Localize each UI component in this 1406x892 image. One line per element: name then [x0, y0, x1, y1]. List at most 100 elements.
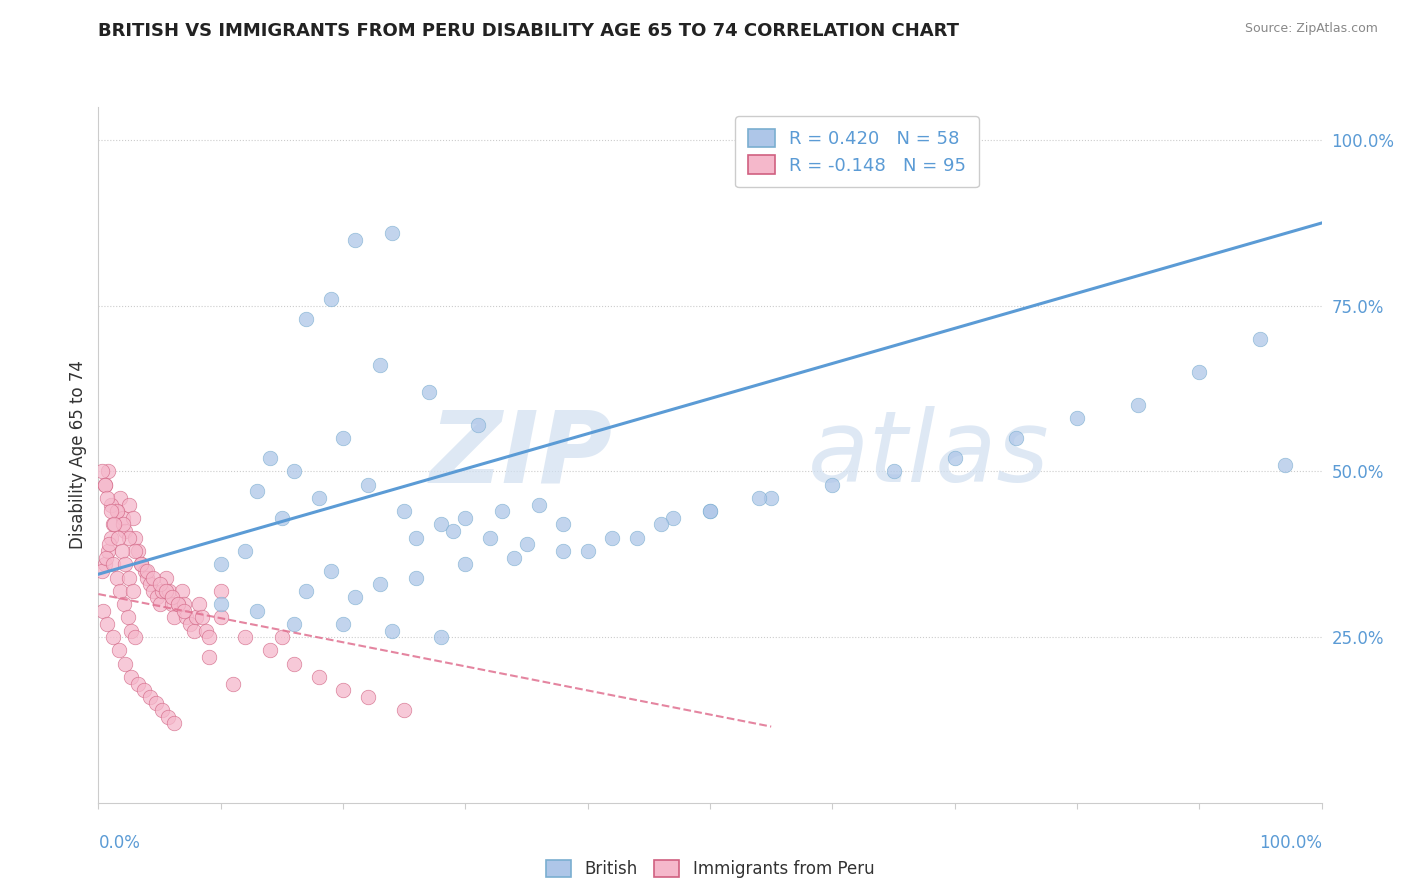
Point [344, 591, 367, 605]
Point [295, 583, 318, 598]
Point [155, 583, 177, 598]
Text: atlas: atlas [808, 407, 1049, 503]
Point [197, 630, 219, 644]
Legend: British, Immigrants from Peru: British, Immigrants from Peru [540, 854, 880, 885]
Point [308, 670, 330, 684]
Point [114, 657, 136, 671]
Point [105, 570, 128, 584]
Point [405, 531, 427, 545]
Point [270, 511, 294, 525]
Point [600, 531, 623, 545]
Point [246, 484, 269, 499]
Point [124, 630, 146, 644]
Text: 100.0%: 100.0% [1258, 834, 1322, 852]
Text: Source: ZipAtlas.com: Source: ZipAtlas.com [1244, 22, 1378, 36]
Point [418, 384, 440, 399]
Text: 0.0%: 0.0% [98, 834, 141, 852]
Point [114, 524, 136, 538]
Point [381, 624, 404, 638]
Point [150, 583, 173, 598]
Point [1128, 398, 1150, 412]
Point [118, 531, 141, 545]
Point [283, 616, 305, 631]
Point [454, 511, 477, 525]
Point [553, 517, 575, 532]
Point [1066, 411, 1088, 425]
Point [170, 583, 193, 598]
Point [332, 683, 354, 698]
Point [117, 610, 139, 624]
Point [93, 558, 115, 572]
Point [142, 570, 165, 584]
Point [120, 624, 142, 638]
Point [139, 577, 162, 591]
Point [108, 643, 131, 657]
Point [381, 226, 404, 240]
Point [111, 511, 134, 525]
Point [209, 597, 232, 611]
Point [160, 597, 183, 611]
Point [134, 564, 156, 578]
Point [222, 676, 245, 690]
Point [576, 544, 599, 558]
Point [101, 630, 124, 644]
Point [157, 709, 180, 723]
Point [246, 604, 269, 618]
Point [332, 431, 354, 445]
Point [883, 465, 905, 479]
Point [146, 591, 169, 605]
Point [1188, 365, 1211, 379]
Point [100, 498, 122, 512]
Point [112, 597, 135, 611]
Point [97, 465, 120, 479]
Point [283, 465, 305, 479]
Point [157, 583, 180, 598]
Point [176, 610, 198, 624]
Point [332, 616, 354, 631]
Point [96, 616, 118, 631]
Point [163, 610, 186, 624]
Point [454, 558, 477, 572]
Point [491, 504, 513, 518]
Point [368, 359, 391, 373]
Point [118, 498, 141, 512]
Point [553, 544, 575, 558]
Point [173, 597, 195, 611]
Point [145, 697, 167, 711]
Point [129, 558, 152, 572]
Point [93, 477, 115, 491]
Point [308, 491, 330, 505]
Point [94, 550, 117, 565]
Point [319, 564, 342, 578]
Point [187, 597, 209, 611]
Point [173, 604, 195, 618]
Point [124, 544, 146, 558]
Point [1249, 332, 1271, 346]
Y-axis label: Disability Age 65 to 74: Disability Age 65 to 74 [69, 360, 87, 549]
Point [114, 558, 136, 572]
Point [103, 517, 125, 532]
Point [527, 498, 550, 512]
Point [699, 504, 721, 518]
Text: ZIP: ZIP [429, 407, 612, 503]
Point [319, 292, 342, 306]
Point [98, 537, 121, 551]
Point [356, 477, 378, 491]
Point [515, 537, 537, 551]
Point [699, 504, 721, 518]
Point [441, 524, 464, 538]
Point [136, 570, 159, 584]
Point [344, 233, 367, 247]
Point [195, 624, 218, 638]
Point [186, 610, 208, 624]
Point [1274, 458, 1296, 472]
Point [121, 583, 143, 598]
Point [392, 703, 416, 717]
Point [132, 683, 155, 698]
Point [160, 591, 183, 605]
Point [111, 544, 134, 558]
Point [503, 550, 526, 565]
Point [111, 517, 134, 532]
Point [259, 451, 281, 466]
Point [107, 531, 129, 545]
